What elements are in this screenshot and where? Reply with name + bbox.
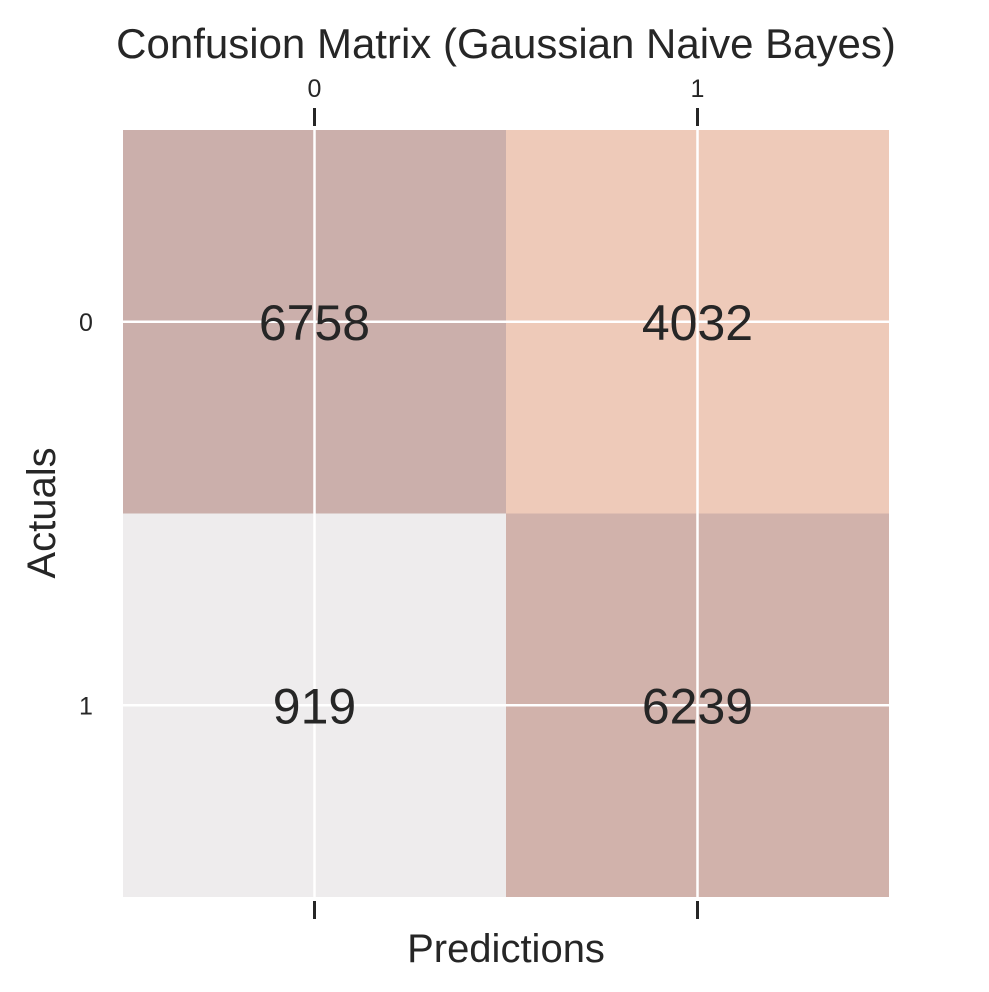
heatmap-cells <box>123 130 889 897</box>
y-axis-label: Actuals <box>20 447 64 578</box>
cell-value-r0-c1: 4032 <box>642 295 753 351</box>
x-tick-label-0: 0 <box>308 75 322 103</box>
cell-value-r1-c0: 919 <box>273 678 356 734</box>
chart-title: Confusion Matrix (Gaussian Naive Bayes) <box>116 20 896 67</box>
cell-value-labels: 6758 4032 919 6239 <box>259 295 753 735</box>
grid-lines <box>123 130 889 897</box>
y-tick-label-1: 1 <box>79 692 93 720</box>
cell-value-r0-c0: 6758 <box>259 295 370 351</box>
axis-ticks: 0 1 0 1 <box>79 75 704 919</box>
x-axis-label: Predictions <box>407 927 605 971</box>
y-tick-label-0: 0 <box>79 309 93 337</box>
cell-value-r1-c1: 6239 <box>642 678 753 734</box>
x-tick-label-1: 1 <box>691 75 705 103</box>
